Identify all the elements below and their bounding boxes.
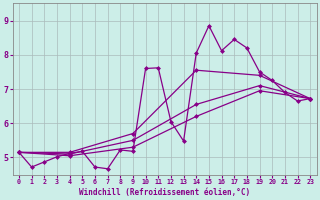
X-axis label: Windchill (Refroidissement éolien,°C): Windchill (Refroidissement éolien,°C) [79,188,250,197]
